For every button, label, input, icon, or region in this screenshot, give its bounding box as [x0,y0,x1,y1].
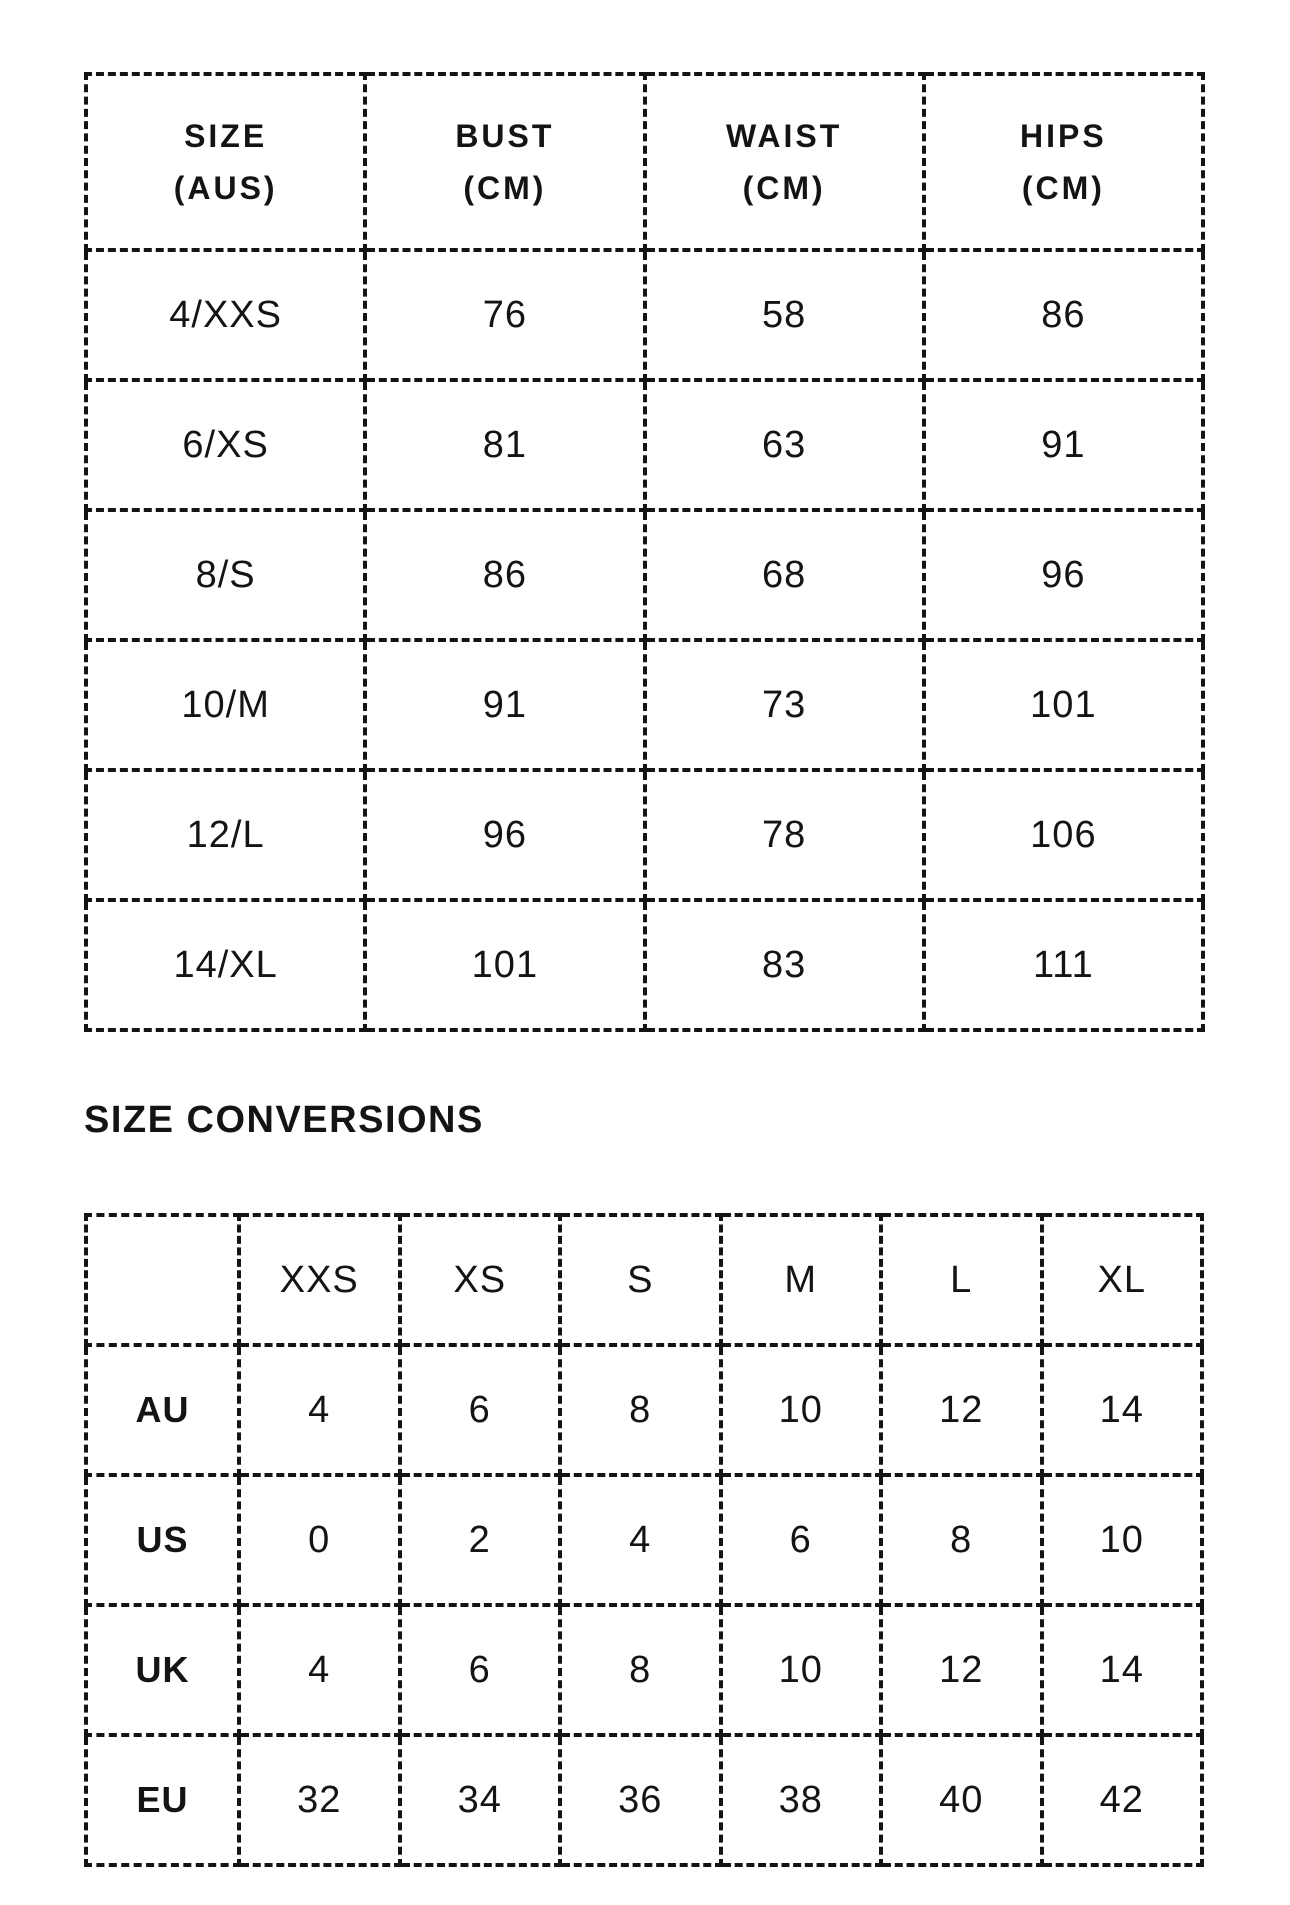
bust-cell: 76 [363,248,647,382]
region-label: UK [84,1603,241,1737]
hips-cell: 106 [921,768,1206,902]
conversion-cell: 36 [558,1733,723,1867]
conversion-cell: 6 [718,1473,883,1607]
conversion-cell: 8 [558,1603,723,1737]
table-row: 6/XS 81 63 91 [83,378,1206,512]
conversion-header-row: XXS XS S M L XL [84,1213,1204,1347]
column-header-size: SIZE (AUS) [83,72,368,252]
size-cell: 4/XXS [83,248,368,382]
conversion-cell: 12 [879,1343,1044,1477]
waist-cell: 63 [642,378,926,512]
conversion-cell: 10 [718,1603,883,1737]
column-header-hips: HIPS (CM) [921,72,1206,252]
conversion-cell: 8 [558,1343,723,1477]
header-line-2: (AUS) [173,170,278,206]
table-row: 4/XXS 76 58 86 [83,248,1206,382]
column-header-l: L [879,1213,1044,1347]
header-line-2: (CM) [463,170,547,206]
waist-cell: 73 [642,638,926,772]
corner-cell [84,1213,241,1347]
header-line-2: (CM) [1021,170,1105,206]
bust-cell: 101 [363,898,647,1032]
size-conversions-heading: SIZE CONVERSIONS [84,1099,484,1141]
size-cell: 8/S [83,508,368,642]
size-cell: 14/XL [83,898,368,1032]
waist-cell: 83 [642,898,926,1032]
conversion-cell: 2 [397,1473,562,1607]
conversion-cell: 6 [397,1343,562,1477]
conversion-cell: 32 [237,1733,402,1867]
conversion-cell: 6 [397,1603,562,1737]
conversion-cell: 42 [1039,1733,1204,1867]
conversion-cell: 40 [879,1733,1044,1867]
column-header-xxs: XXS [237,1213,402,1347]
bust-cell: 86 [363,508,647,642]
conversion-cell: 8 [879,1473,1044,1607]
measurement-header-row: SIZE (AUS) BUST (CM) WAIST (CM) HIPS (CM… [83,72,1206,252]
column-header-bust: BUST (CM) [363,72,647,252]
conversion-cell: 12 [879,1603,1044,1737]
conversion-cell: 0 [237,1473,402,1607]
table-row: 12/L 96 78 106 [83,768,1206,902]
hips-cell: 101 [921,638,1206,772]
table-row: 10/M 91 73 101 [83,638,1206,772]
conversion-table: XXS XS S M L XL AU 4 6 8 10 12 14 US 0 2 [84,1213,1204,1867]
bust-cell: 81 [363,378,647,512]
conversion-cell: 10 [718,1343,883,1477]
measurement-table: SIZE (AUS) BUST (CM) WAIST (CM) HIPS (CM… [83,72,1206,1032]
header-line-1: WAIST [725,118,843,154]
waist-cell: 78 [642,768,926,902]
column-header-xl: XL [1039,1213,1204,1347]
column-header-m: M [718,1213,883,1347]
hips-cell: 96 [921,508,1206,642]
hips-cell: 91 [921,378,1206,512]
region-label: US [84,1473,241,1607]
column-header-xs: XS [397,1213,562,1347]
bust-cell: 91 [363,638,647,772]
hips-cell: 111 [921,898,1206,1032]
column-header-waist: WAIST (CM) [642,72,926,252]
table-row-uk: UK 4 6 8 10 12 14 [84,1603,1204,1737]
bust-cell: 96 [363,768,647,902]
table-row: 14/XL 101 83 111 [83,898,1206,1032]
waist-cell: 68 [642,508,926,642]
size-cell: 12/L [83,768,368,902]
conversion-cell: 14 [1039,1603,1204,1737]
region-label: EU [84,1733,241,1867]
size-cell: 6/XS [83,378,368,512]
conversion-cell: 38 [718,1733,883,1867]
column-header-s: S [558,1213,723,1347]
size-cell: 10/M [83,638,368,772]
table-row-eu: EU 32 34 36 38 40 42 [84,1733,1204,1867]
table-row: 8/S 86 68 96 [83,508,1206,642]
conversion-cell: 4 [237,1343,402,1477]
region-label: AU [84,1343,241,1477]
table-row-au: AU 4 6 8 10 12 14 [84,1343,1204,1477]
table-row-us: US 0 2 4 6 8 10 [84,1473,1204,1607]
waist-cell: 58 [642,248,926,382]
conversion-cell: 14 [1039,1343,1204,1477]
conversion-cell: 10 [1039,1473,1204,1607]
conversion-cell: 4 [558,1473,723,1607]
conversion-cell: 4 [237,1603,402,1737]
header-line-1: SIZE [184,118,268,154]
conversion-cell: 34 [397,1733,562,1867]
hips-cell: 86 [921,248,1206,382]
header-line-1: BUST [455,118,555,154]
header-line-2: (CM) [742,170,826,206]
header-line-1: HIPS [1020,118,1107,154]
